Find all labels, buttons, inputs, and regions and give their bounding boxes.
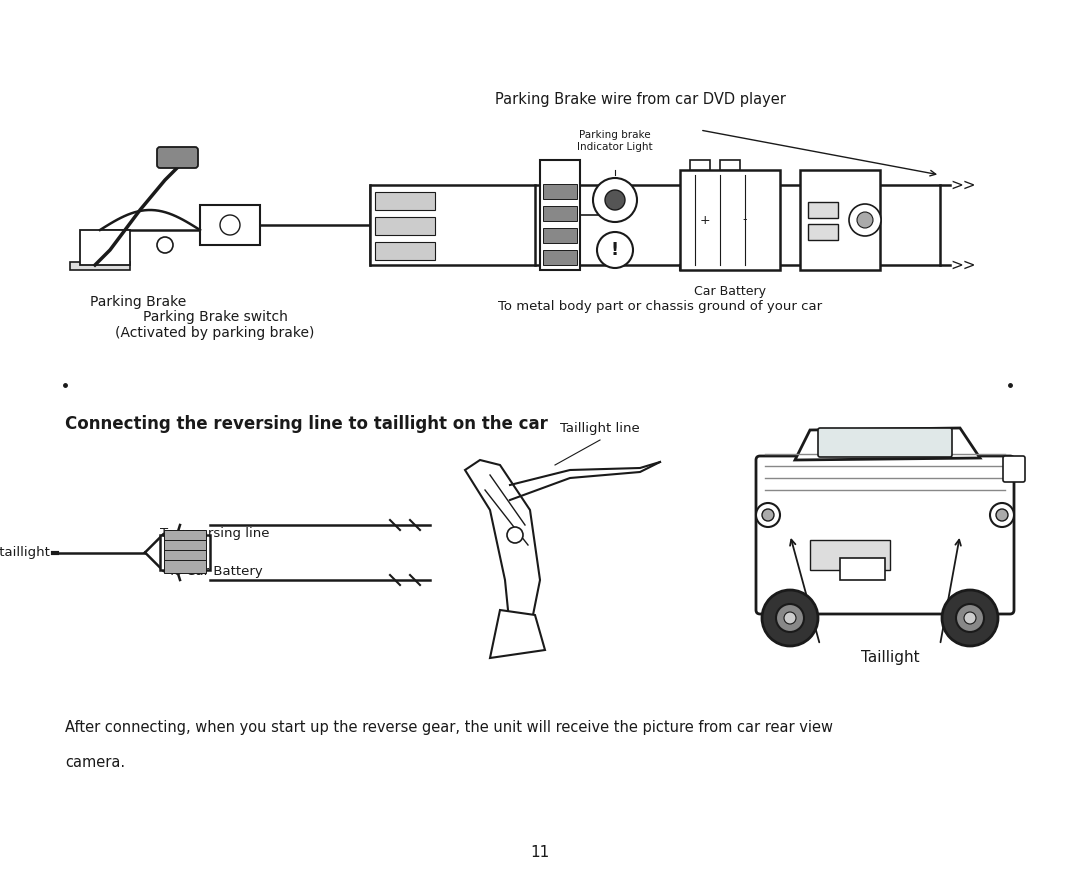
Circle shape [942, 590, 998, 646]
Circle shape [849, 204, 881, 236]
Text: Parking Brake switch
(Activated by parking brake): Parking Brake switch (Activated by parki… [116, 310, 314, 340]
Bar [543, 206, 577, 221]
Text: To taillight: To taillight [0, 546, 50, 559]
Bar [808, 224, 838, 240]
Bar [800, 170, 880, 270]
FancyBboxPatch shape [1003, 456, 1025, 482]
Bar [164, 550, 206, 563]
Text: >>: >> [950, 258, 975, 273]
Circle shape [996, 509, 1008, 521]
FancyBboxPatch shape [756, 456, 1014, 614]
Bar [80, 230, 130, 265]
Polygon shape [795, 428, 980, 460]
Text: Car Battery: Car Battery [694, 285, 766, 298]
Text: >>: >> [950, 177, 975, 192]
Text: Parking Brake: Parking Brake [90, 295, 186, 309]
Text: Taillight: Taillight [861, 650, 919, 665]
Circle shape [777, 604, 804, 632]
Bar [690, 160, 710, 170]
Circle shape [157, 237, 173, 253]
Bar [164, 540, 206, 553]
Circle shape [762, 509, 774, 521]
Text: To metal body part or chassis ground of your car: To metal body part or chassis ground of … [498, 300, 822, 313]
Bar [543, 250, 577, 265]
Bar [370, 185, 535, 265]
Text: !: ! [611, 241, 619, 259]
Polygon shape [465, 460, 540, 630]
Circle shape [762, 590, 818, 646]
FancyBboxPatch shape [818, 428, 951, 457]
Polygon shape [490, 610, 545, 658]
Text: 11: 11 [530, 845, 550, 860]
Bar [375, 192, 435, 210]
Bar [540, 160, 580, 270]
Bar [70, 262, 130, 270]
Circle shape [858, 212, 873, 228]
Text: Parking brake
Indicator Light: Parking brake Indicator Light [577, 130, 652, 152]
Bar [543, 184, 577, 199]
Circle shape [784, 612, 796, 624]
Circle shape [597, 232, 633, 268]
Bar [375, 242, 435, 260]
Text: Taillight line: Taillight line [561, 422, 639, 435]
Text: After connecting, when you start up the reverse gear, the unit will receive the : After connecting, when you start up the … [65, 720, 833, 735]
Text: camera.: camera. [65, 755, 125, 770]
Circle shape [605, 190, 625, 210]
Circle shape [964, 612, 976, 624]
Text: Parking Brake wire from car DVD player: Parking Brake wire from car DVD player [495, 92, 785, 107]
Bar [680, 170, 780, 270]
Text: -: - [743, 214, 747, 227]
Bar [543, 228, 577, 243]
Bar [840, 558, 885, 580]
Bar [164, 530, 206, 543]
Text: +: + [700, 214, 711, 227]
Circle shape [507, 527, 523, 543]
Circle shape [220, 215, 240, 235]
Bar [808, 202, 838, 218]
Text: To reversing line: To reversing line [160, 527, 270, 540]
Circle shape [593, 178, 637, 222]
Circle shape [956, 604, 984, 632]
Bar [160, 535, 210, 570]
Text: To Car Battery: To Car Battery [167, 565, 262, 578]
Bar [164, 560, 206, 573]
FancyBboxPatch shape [157, 147, 198, 168]
Bar [810, 540, 890, 570]
Bar [200, 205, 260, 245]
Circle shape [756, 503, 780, 527]
Circle shape [990, 503, 1014, 527]
Bar [720, 160, 740, 170]
Bar [375, 217, 435, 235]
Text: Connecting the reversing line to taillight on the car: Connecting the reversing line to taillig… [65, 415, 548, 433]
